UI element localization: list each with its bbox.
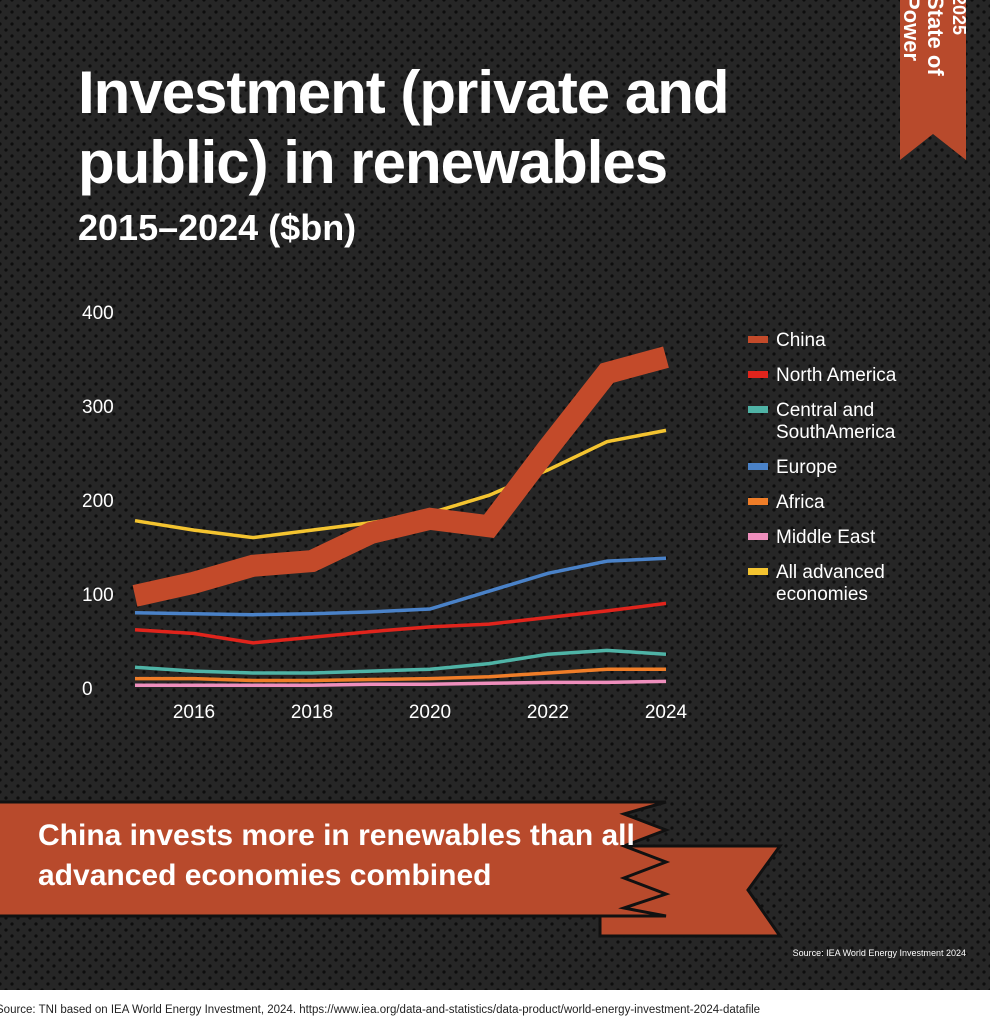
line-chart: 0 100 200 300 400 2016 2018 2020 2022 2024 China N… xyxy=(82,303,897,723)
chart-subtitle: 2015–2024 ($bn) xyxy=(78,207,357,248)
y-tick-0: 0 xyxy=(82,679,93,700)
legend-swatch-africa xyxy=(748,498,768,505)
legend-label-africa: Africa xyxy=(776,492,825,513)
y-tick-300: 300 xyxy=(82,397,114,418)
infographic-poster: Investment (private and public) in renew… xyxy=(0,0,990,990)
legend-swatch-middle-east xyxy=(748,533,768,540)
x-tick-2022: 2022 xyxy=(527,702,569,723)
legend-swatch-all-advanced-economies xyxy=(748,568,768,575)
chart-title: Investment (private and public) in renew… xyxy=(78,59,730,196)
state-of-power-badge: 2025 State of Power xyxy=(899,0,969,160)
y-tick-100: 100 xyxy=(82,585,114,606)
x-tick-2020: 2020 xyxy=(409,702,451,723)
legend-swatch-central-and-southamerica xyxy=(748,406,768,413)
banner-ribbon xyxy=(0,800,783,938)
legend-label-all-advanced-economies: All advanced economies xyxy=(776,562,885,605)
source-note: Source: IEA World Energy Investment 2024 xyxy=(792,948,966,958)
legend-label-china: China xyxy=(776,330,826,351)
series-line-north-america xyxy=(134,601,667,645)
legend-swatch-north-america xyxy=(748,371,768,378)
y-tick-200: 200 xyxy=(82,491,114,512)
series-line-china xyxy=(132,346,669,607)
series-line-europe xyxy=(134,556,667,617)
series-line-central-and-southamerica xyxy=(134,648,667,675)
banner-headline: China invests more in renewables than al… xyxy=(38,819,635,892)
footer-source: Source: TNI based on IEA World Energy In… xyxy=(0,1004,761,1016)
legend-label-central-and-southamerica: Central and SouthAmerica xyxy=(776,400,896,443)
y-tick-400: 400 xyxy=(82,303,114,324)
x-tick-2016: 2016 xyxy=(173,702,215,723)
legend-swatch-europe xyxy=(748,463,768,470)
x-tick-2024: 2024 xyxy=(645,702,688,723)
legend-label-north-america: North America xyxy=(776,365,897,386)
x-tick-2018: 2018 xyxy=(291,702,333,723)
legend-label-europe: Europe xyxy=(776,457,837,478)
series-line-africa xyxy=(135,667,666,683)
legend-swatch-china xyxy=(748,336,768,343)
series-line-middle-east xyxy=(135,679,667,687)
legend-label-middle-east: Middle East xyxy=(776,527,876,548)
